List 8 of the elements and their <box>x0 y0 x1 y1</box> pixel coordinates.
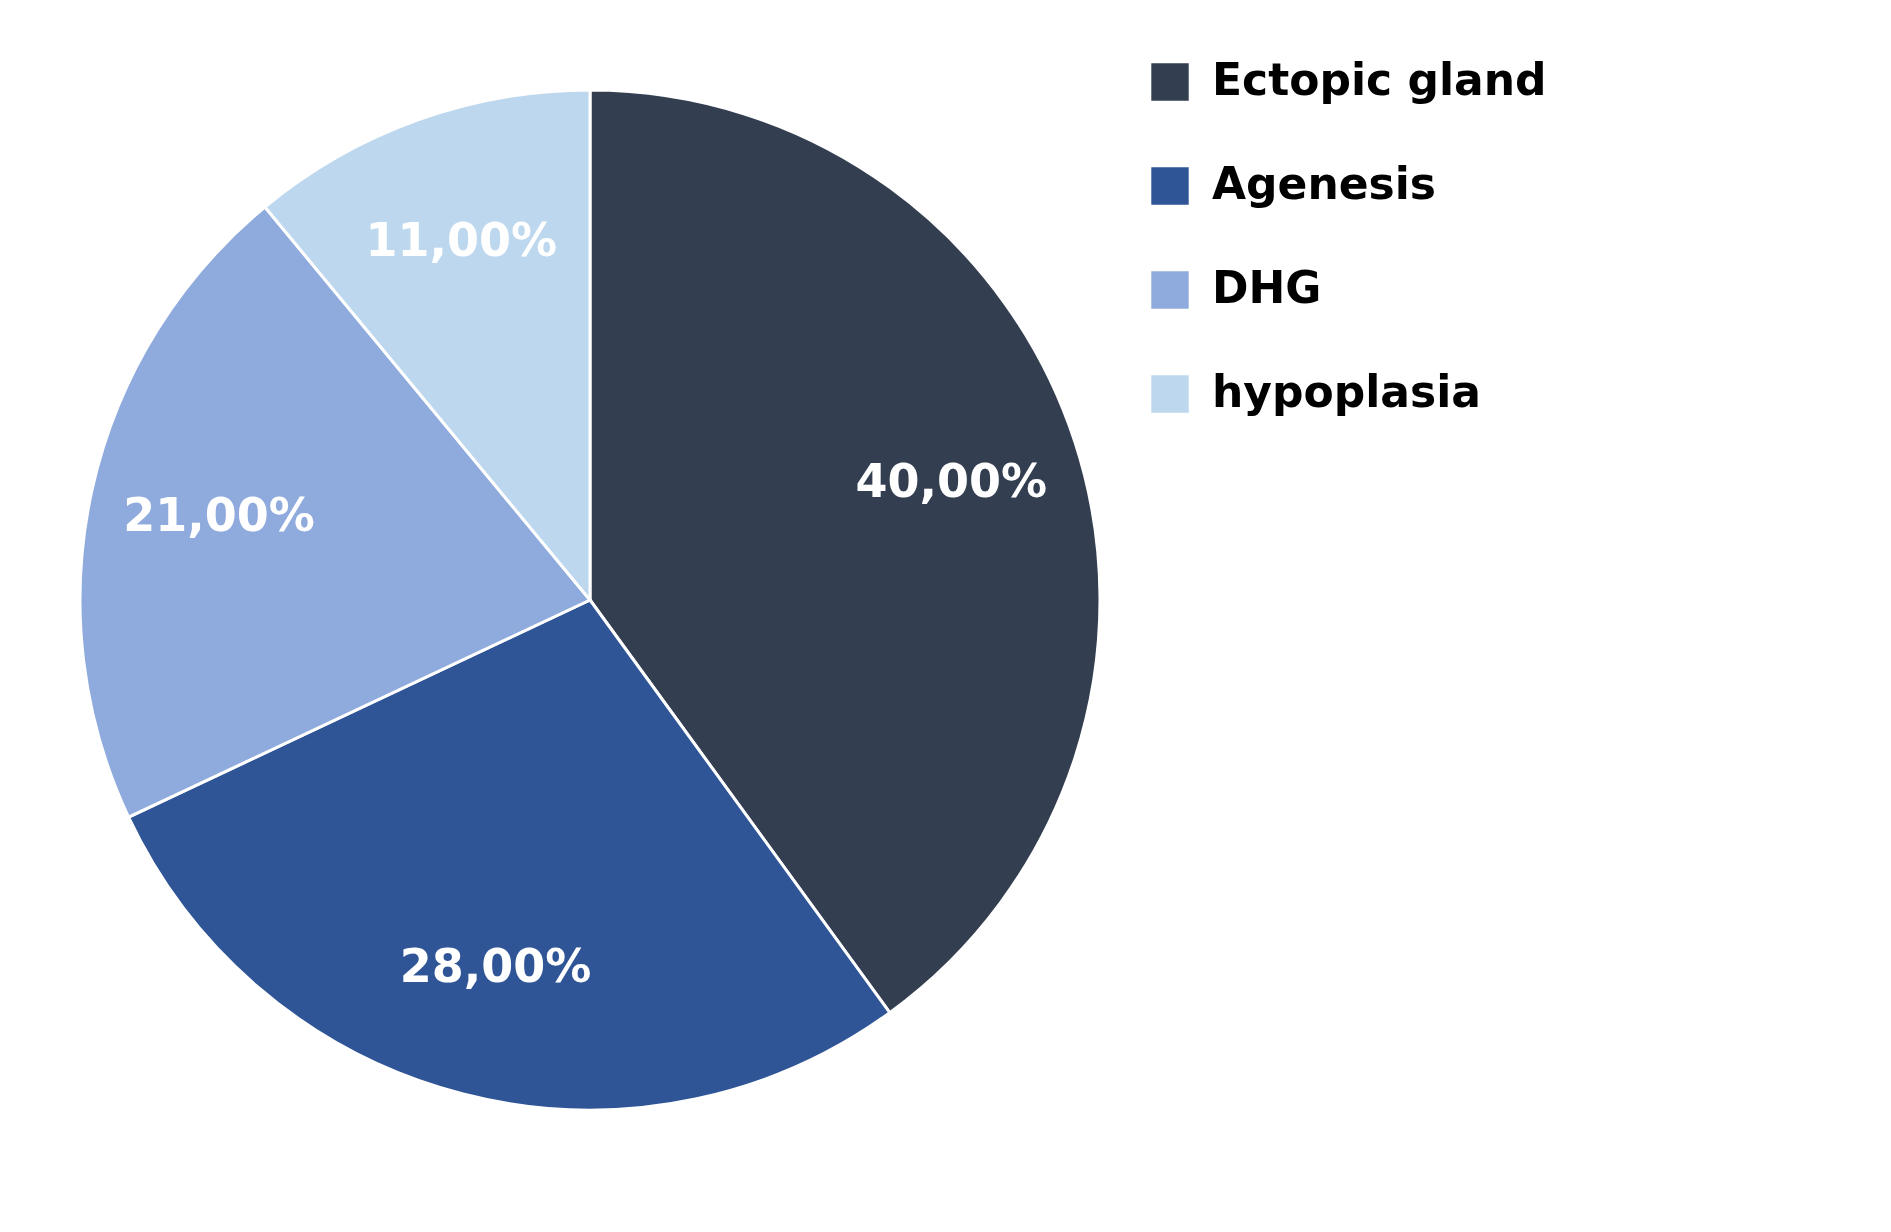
legend-label: Agenesis <box>1212 158 1437 209</box>
legend-label: Ectopic gland <box>1212 54 1547 105</box>
data-label: 21,00% <box>123 488 315 543</box>
data-label: 11,00% <box>365 213 558 268</box>
data-label: 40,00% <box>855 453 1048 508</box>
legend-label: DHG <box>1212 262 1322 313</box>
data-label: 28,00% <box>399 939 592 994</box>
legend-label: hypoplasia <box>1212 366 1481 417</box>
